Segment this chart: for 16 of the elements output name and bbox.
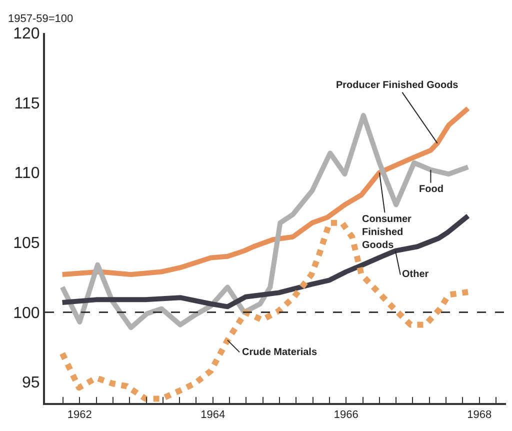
x-tick-label: 1966 xyxy=(334,409,358,422)
y-tick-label: 105 xyxy=(13,235,40,252)
y-tick-label: 110 xyxy=(14,165,40,182)
y-tick-label: 115 xyxy=(14,95,40,112)
y-axis-title: 1957-59=100 xyxy=(8,13,74,25)
series-label: Food xyxy=(419,184,444,195)
annotation: Consumer Finished Goods xyxy=(362,214,412,251)
x-tick-label: 1964 xyxy=(200,409,226,422)
x-tick-label: 1968 xyxy=(467,409,492,422)
series-label: Other xyxy=(402,269,429,280)
y-tick-label: 100 xyxy=(13,304,40,322)
x-tick-label: 1962 xyxy=(67,409,92,422)
series-label: Crude Materials xyxy=(242,347,318,358)
series-label: Producer Finished Goods xyxy=(336,80,459,91)
y-tick-label: 120 xyxy=(13,26,40,43)
y-tick-label: 95 xyxy=(22,374,40,392)
